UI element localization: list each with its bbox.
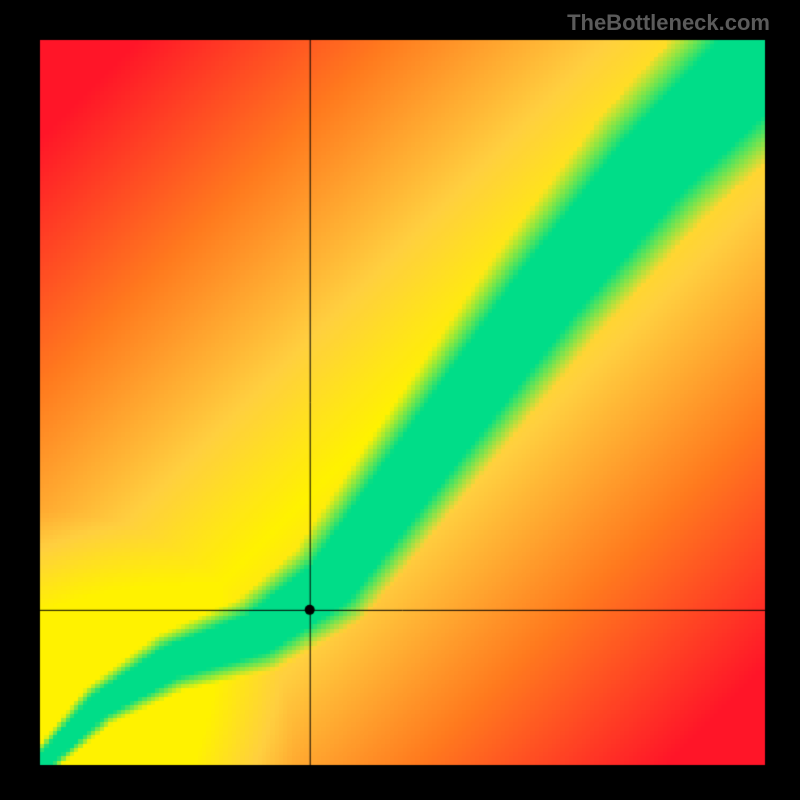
watermark-text: TheBottleneck.com <box>567 10 770 36</box>
chart-container: TheBottleneck.com <box>0 0 800 800</box>
bottleneck-heatmap-canvas <box>0 0 800 800</box>
